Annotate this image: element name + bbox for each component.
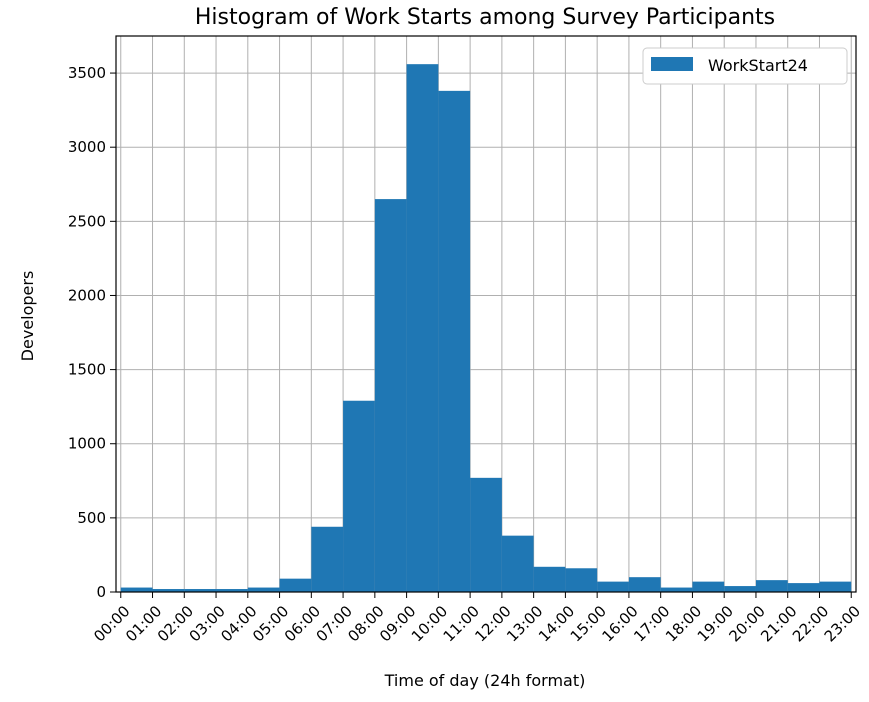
x-axis-label: Time of day (24h format) bbox=[384, 671, 586, 690]
histogram-bar bbox=[470, 477, 502, 592]
plot-frame bbox=[115, 35, 857, 593]
y-tick-label: 3000 bbox=[68, 138, 106, 156]
y-tick-label: 3500 bbox=[68, 64, 106, 82]
chart-title: Histogram of Work Starts among Survey Pa… bbox=[195, 5, 775, 30]
histogram-bar bbox=[343, 400, 375, 592]
histogram-bar bbox=[184, 589, 217, 592]
legend: WorkStart24 bbox=[642, 47, 848, 85]
histogram-bar bbox=[501, 535, 534, 592]
histogram-bar bbox=[787, 583, 820, 592]
histogram-bar bbox=[692, 581, 725, 592]
histogram-bar bbox=[724, 586, 756, 592]
legend-label: WorkStart24 bbox=[708, 56, 808, 75]
legend-swatch bbox=[651, 57, 693, 71]
histogram-bar bbox=[406, 64, 439, 593]
histogram-bar bbox=[152, 589, 185, 592]
y-tick-label: 1500 bbox=[68, 361, 106, 379]
y-tick-label: 2500 bbox=[68, 212, 106, 230]
axes-layer bbox=[115, 35, 857, 593]
histogram-bar bbox=[374, 199, 407, 593]
histogram-bar bbox=[628, 577, 661, 592]
histogram-bar bbox=[533, 566, 566, 592]
histogram-bar bbox=[279, 578, 312, 592]
y-tick-label: 500 bbox=[77, 509, 106, 527]
histogram-bar bbox=[565, 568, 598, 592]
histogram-bar bbox=[216, 589, 248, 592]
histogram-bar bbox=[819, 581, 852, 592]
legend-box bbox=[642, 47, 848, 85]
histogram-bar bbox=[120, 587, 153, 592]
histogram-bar bbox=[660, 587, 693, 592]
histogram-bar bbox=[247, 587, 280, 592]
y-tick-label: 0 bbox=[96, 583, 106, 601]
bars-layer bbox=[120, 64, 852, 593]
histogram-bar bbox=[597, 581, 629, 592]
y-tick-label: 1000 bbox=[68, 435, 106, 453]
histogram-bar bbox=[311, 526, 344, 592]
y-axis-label: Developers bbox=[18, 271, 37, 362]
y-tick-label: 2000 bbox=[68, 286, 106, 304]
histogram-bar bbox=[755, 580, 788, 592]
histogram-bar bbox=[438, 90, 471, 592]
